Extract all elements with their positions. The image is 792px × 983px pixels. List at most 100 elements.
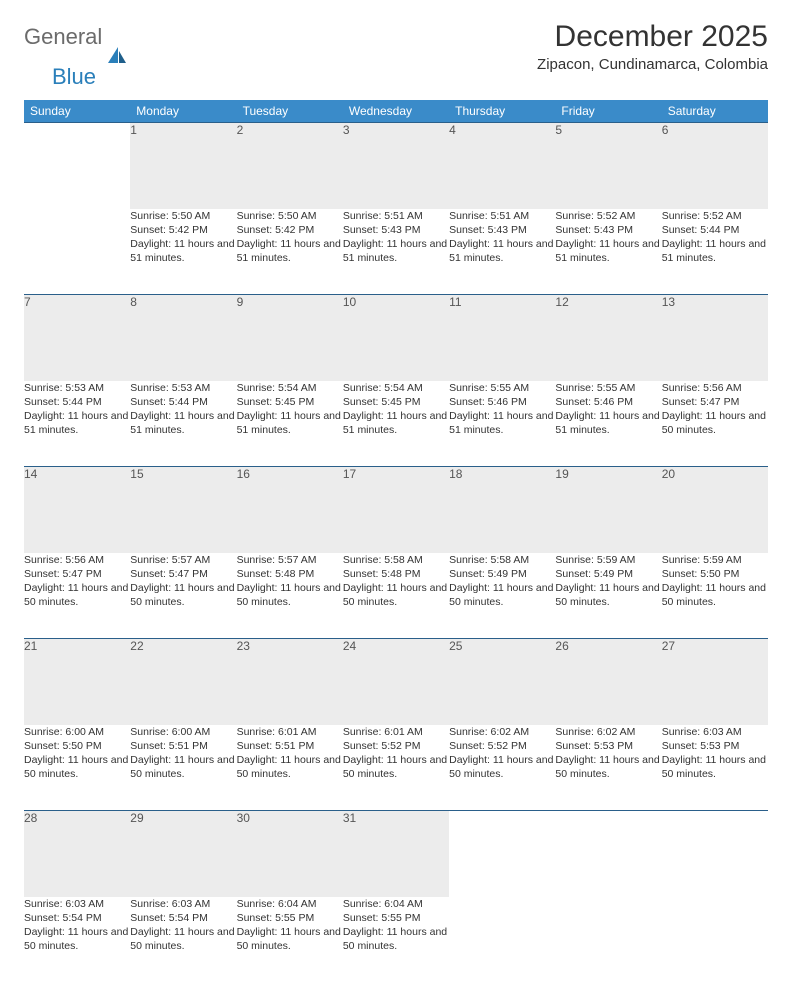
daylight-line: Daylight: 11 hours and 51 minutes.: [555, 409, 661, 437]
day-content-cell: Sunrise: 6:03 AMSunset: 5:54 PMDaylight:…: [130, 897, 236, 983]
day-number-cell: 6: [662, 123, 768, 209]
day-content-cell: Sunrise: 6:01 AMSunset: 5:51 PMDaylight:…: [237, 725, 343, 811]
brand-logo: General Blue: [24, 26, 128, 88]
sunrise-line: Sunrise: 5:50 AM: [130, 209, 236, 223]
day-content-cell: Sunrise: 5:53 AMSunset: 5:44 PMDaylight:…: [24, 381, 130, 467]
daylight-line: Daylight: 11 hours and 50 minutes.: [130, 753, 236, 781]
weekday-header: Sunday: [24, 100, 130, 123]
day-content-cell: Sunrise: 5:51 AMSunset: 5:43 PMDaylight:…: [449, 209, 555, 295]
sunrise-line: Sunrise: 5:52 AM: [555, 209, 661, 223]
day-number-cell: 28: [24, 811, 130, 897]
weekday-header: Thursday: [449, 100, 555, 123]
day-number-cell: 25: [449, 639, 555, 725]
sunrise-line: Sunrise: 6:01 AM: [237, 725, 343, 739]
sunrise-line: Sunrise: 5:56 AM: [662, 381, 768, 395]
weekday-header: Saturday: [662, 100, 768, 123]
location-label: Zipacon, Cundinamarca, Colombia: [537, 56, 768, 73]
day-number-cell: 7: [24, 295, 130, 381]
sunrise-line: Sunrise: 6:01 AM: [343, 725, 449, 739]
day-content-cell: Sunrise: 5:56 AMSunset: 5:47 PMDaylight:…: [662, 381, 768, 467]
sunrise-line: Sunrise: 5:54 AM: [237, 381, 343, 395]
sunset-line: Sunset: 5:47 PM: [24, 567, 130, 581]
day-content-cell: Sunrise: 6:04 AMSunset: 5:55 PMDaylight:…: [237, 897, 343, 983]
day-number-cell: 13: [662, 295, 768, 381]
day-number-cell: 4: [449, 123, 555, 209]
day-number-cell: 30: [237, 811, 343, 897]
day-content-cell: Sunrise: 6:01 AMSunset: 5:52 PMDaylight:…: [343, 725, 449, 811]
sunrise-line: Sunrise: 6:03 AM: [662, 725, 768, 739]
day-content-cell: Sunrise: 5:52 AMSunset: 5:44 PMDaylight:…: [662, 209, 768, 295]
week-content-row: Sunrise: 5:53 AMSunset: 5:44 PMDaylight:…: [24, 381, 768, 467]
day-number-cell: 15: [130, 467, 236, 553]
daylight-line: Daylight: 11 hours and 50 minutes.: [343, 581, 449, 609]
day-content-cell: Sunrise: 5:51 AMSunset: 5:43 PMDaylight:…: [343, 209, 449, 295]
weekday-header: Monday: [130, 100, 236, 123]
day-number-cell: 21: [24, 639, 130, 725]
daylight-line: Daylight: 11 hours and 50 minutes.: [130, 925, 236, 953]
day-number-cell: 3: [343, 123, 449, 209]
day-number-cell: 17: [343, 467, 449, 553]
daylight-line: Daylight: 11 hours and 50 minutes.: [449, 581, 555, 609]
weekday-header-row: SundayMondayTuesdayWednesdayThursdayFrid…: [24, 100, 768, 123]
day-content-cell: [449, 897, 555, 983]
day-number-cell: [449, 811, 555, 897]
day-content-cell: Sunrise: 6:03 AMSunset: 5:53 PMDaylight:…: [662, 725, 768, 811]
daylight-line: Daylight: 11 hours and 51 minutes.: [237, 409, 343, 437]
sunset-line: Sunset: 5:55 PM: [237, 911, 343, 925]
sunrise-line: Sunrise: 6:03 AM: [130, 897, 236, 911]
daylight-line: Daylight: 11 hours and 51 minutes.: [555, 237, 661, 265]
day-content-cell: Sunrise: 5:50 AMSunset: 5:42 PMDaylight:…: [130, 209, 236, 295]
day-number-cell: 27: [662, 639, 768, 725]
day-number-cell: 9: [237, 295, 343, 381]
daylight-line: Daylight: 11 hours and 50 minutes.: [24, 925, 130, 953]
day-content-cell: Sunrise: 6:00 AMSunset: 5:51 PMDaylight:…: [130, 725, 236, 811]
sunset-line: Sunset: 5:51 PM: [237, 739, 343, 753]
sunset-line: Sunset: 5:54 PM: [24, 911, 130, 925]
sunrise-line: Sunrise: 6:00 AM: [24, 725, 130, 739]
day-content-cell: Sunrise: 5:55 AMSunset: 5:46 PMDaylight:…: [555, 381, 661, 467]
day-content-cell: Sunrise: 5:53 AMSunset: 5:44 PMDaylight:…: [130, 381, 236, 467]
week-daynum-row: 14151617181920: [24, 467, 768, 553]
daylight-line: Daylight: 11 hours and 50 minutes.: [555, 753, 661, 781]
daylight-line: Daylight: 11 hours and 50 minutes.: [237, 753, 343, 781]
sunset-line: Sunset: 5:44 PM: [24, 395, 130, 409]
sunset-line: Sunset: 5:51 PM: [130, 739, 236, 753]
day-number-cell: 5: [555, 123, 661, 209]
daylight-line: Daylight: 11 hours and 51 minutes.: [662, 237, 768, 265]
sunrise-line: Sunrise: 6:04 AM: [343, 897, 449, 911]
sunrise-line: Sunrise: 5:52 AM: [662, 209, 768, 223]
sunset-line: Sunset: 5:50 PM: [662, 567, 768, 581]
sunset-line: Sunset: 5:49 PM: [449, 567, 555, 581]
sunset-line: Sunset: 5:49 PM: [555, 567, 661, 581]
daylight-line: Daylight: 11 hours and 50 minutes.: [24, 753, 130, 781]
sunset-line: Sunset: 5:47 PM: [130, 567, 236, 581]
day-content-cell: Sunrise: 5:58 AMSunset: 5:48 PMDaylight:…: [343, 553, 449, 639]
sail-icon: [106, 45, 128, 72]
day-number-cell: 22: [130, 639, 236, 725]
sunset-line: Sunset: 5:45 PM: [343, 395, 449, 409]
day-number-cell: [662, 811, 768, 897]
sunrise-line: Sunrise: 5:51 AM: [343, 209, 449, 223]
calendar-table: SundayMondayTuesdayWednesdayThursdayFrid…: [24, 100, 768, 983]
daylight-line: Daylight: 11 hours and 51 minutes.: [449, 237, 555, 265]
day-number-cell: [555, 811, 661, 897]
daylight-line: Daylight: 11 hours and 50 minutes.: [130, 581, 236, 609]
sunrise-line: Sunrise: 6:02 AM: [555, 725, 661, 739]
day-content-cell: Sunrise: 5:52 AMSunset: 5:43 PMDaylight:…: [555, 209, 661, 295]
week-daynum-row: 28293031: [24, 811, 768, 897]
day-content-cell: Sunrise: 5:56 AMSunset: 5:47 PMDaylight:…: [24, 553, 130, 639]
sunset-line: Sunset: 5:45 PM: [237, 395, 343, 409]
sunset-line: Sunset: 5:43 PM: [555, 223, 661, 237]
day-content-cell: Sunrise: 5:59 AMSunset: 5:50 PMDaylight:…: [662, 553, 768, 639]
daylight-line: Daylight: 11 hours and 50 minutes.: [237, 925, 343, 953]
day-number-cell: 20: [662, 467, 768, 553]
calendar-body: 123456Sunrise: 5:50 AMSunset: 5:42 PMDay…: [24, 123, 768, 983]
sunset-line: Sunset: 5:55 PM: [343, 911, 449, 925]
weekday-header: Friday: [555, 100, 661, 123]
sunrise-line: Sunrise: 5:59 AM: [662, 553, 768, 567]
day-content-cell: Sunrise: 5:57 AMSunset: 5:47 PMDaylight:…: [130, 553, 236, 639]
daylight-line: Daylight: 11 hours and 50 minutes.: [662, 581, 768, 609]
sunrise-line: Sunrise: 5:51 AM: [449, 209, 555, 223]
sunrise-line: Sunrise: 6:03 AM: [24, 897, 130, 911]
sunset-line: Sunset: 5:53 PM: [662, 739, 768, 753]
